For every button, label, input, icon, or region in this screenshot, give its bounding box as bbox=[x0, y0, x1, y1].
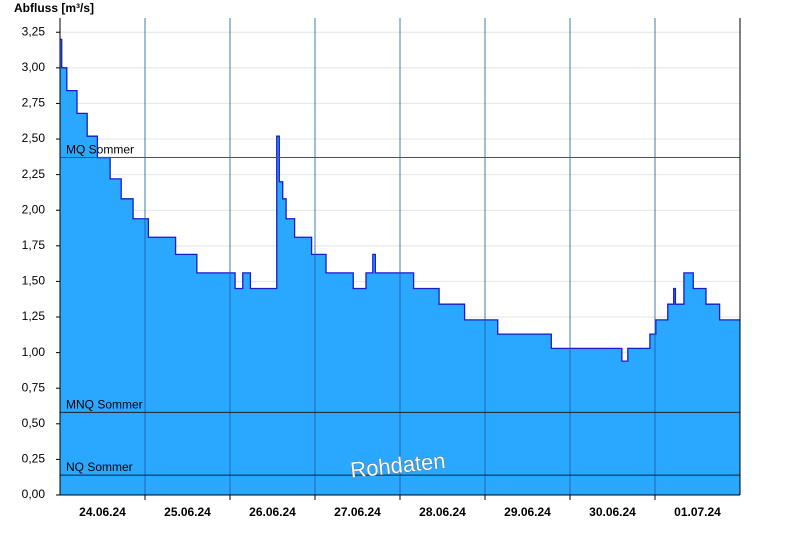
y-tick-label: 0,00 bbox=[22, 487, 46, 501]
x-tick-label: 24.06.24 bbox=[79, 505, 126, 519]
x-tick-label: 29.06.24 bbox=[504, 505, 551, 519]
x-tick-label: 26.06.24 bbox=[249, 505, 296, 519]
y-tick-label: 0,75 bbox=[22, 380, 46, 394]
reference-label: MNQ Sommer bbox=[66, 398, 143, 412]
y-tick-label: 1,25 bbox=[22, 309, 46, 323]
line bbox=[60, 38, 740, 362]
y-tick-label: 2,00 bbox=[22, 202, 46, 216]
y-tick-label: 1,00 bbox=[22, 345, 46, 359]
y-tick-label: 2,25 bbox=[22, 167, 46, 181]
x-tick-label: 27.06.24 bbox=[334, 505, 381, 519]
x-tick-label: 01.07.24 bbox=[674, 505, 721, 519]
x-tick-label: 25.06.24 bbox=[164, 505, 211, 519]
y-tick-label: 2,50 bbox=[22, 131, 46, 145]
reference-label: NQ Sommer bbox=[66, 460, 133, 474]
y-tick-label: 3,25 bbox=[22, 24, 46, 38]
reference-label: MQ Sommer bbox=[66, 143, 134, 157]
y-tick-label: 3,00 bbox=[22, 60, 46, 74]
y-tick-label: 2,75 bbox=[22, 96, 46, 110]
y-tick-label: 1,50 bbox=[22, 274, 46, 288]
y-tick-label: 0,25 bbox=[22, 452, 46, 466]
y-tick-label: 0,50 bbox=[22, 416, 46, 430]
y-axis-label: Abfluss [m³/s] bbox=[14, 1, 94, 15]
x-tick-label: 28.06.24 bbox=[419, 505, 466, 519]
x-tick-label: 30.06.24 bbox=[589, 505, 636, 519]
y-tick-label: 1,75 bbox=[22, 238, 46, 252]
